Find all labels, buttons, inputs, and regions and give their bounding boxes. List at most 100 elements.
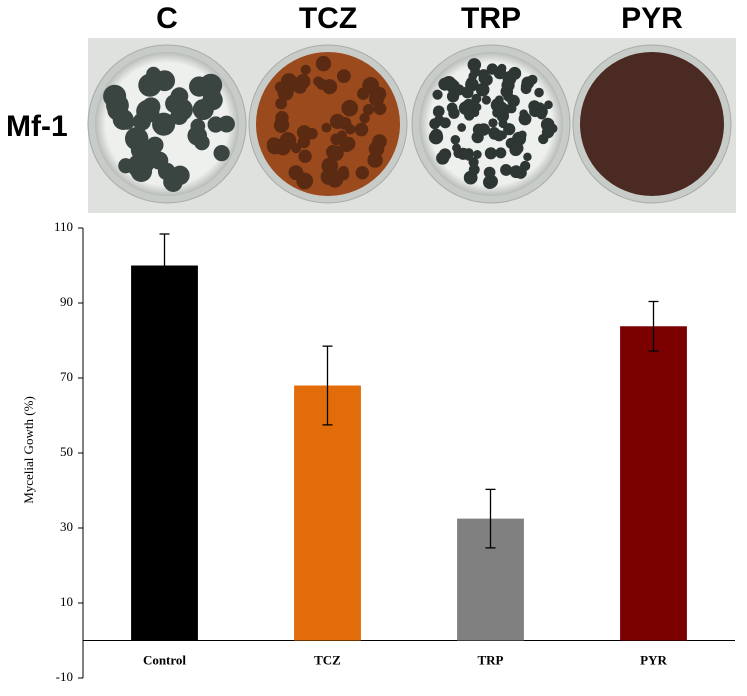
- row-label: Mf-1: [6, 110, 68, 143]
- colony: [461, 86, 474, 99]
- colony: [518, 112, 532, 126]
- colony: [495, 147, 507, 159]
- plates: [87, 44, 732, 204]
- colony: [368, 91, 385, 107]
- x-tick-label: PYR: [640, 652, 667, 667]
- colony: [266, 137, 281, 152]
- colony: [203, 85, 221, 103]
- colony: [475, 82, 490, 97]
- colony: [288, 165, 304, 181]
- colony: [432, 107, 443, 117]
- colony: [481, 95, 491, 105]
- colony: [462, 98, 475, 111]
- colony: [275, 97, 287, 110]
- colony: [484, 147, 497, 160]
- colony: [124, 126, 149, 151]
- colony: [306, 127, 318, 140]
- colony: [136, 99, 160, 123]
- colony: [273, 118, 289, 133]
- colony: [457, 147, 470, 160]
- colony: [359, 113, 370, 124]
- colony: [300, 64, 311, 75]
- colony: [367, 152, 383, 168]
- colony: [463, 108, 474, 119]
- colony: [192, 98, 214, 121]
- error-bar: [322, 345, 333, 426]
- colony: [520, 81, 530, 91]
- colony: [441, 75, 456, 91]
- colony: [544, 100, 553, 110]
- plate-label: C: [156, 2, 178, 35]
- colony: [321, 122, 332, 133]
- y-tick-label: 30: [60, 519, 73, 534]
- colony: [503, 91, 514, 102]
- colony: [520, 160, 531, 172]
- colony: [336, 69, 351, 84]
- colony: [432, 89, 443, 100]
- y-tick-label: 10: [60, 594, 73, 609]
- colony: [328, 145, 344, 161]
- colony: [170, 98, 193, 121]
- colony: [446, 102, 458, 114]
- error-bar: [485, 488, 496, 549]
- y-tick-label: 90: [60, 294, 73, 309]
- colony: [466, 76, 476, 87]
- error-bar: [159, 233, 170, 298]
- colony: [207, 116, 224, 133]
- colony: [534, 87, 544, 98]
- colony: [541, 125, 555, 139]
- colony: [279, 132, 297, 149]
- x-tick-label: Control: [143, 652, 186, 667]
- colony: [528, 100, 541, 113]
- colony: [190, 118, 206, 134]
- colony: [536, 109, 547, 120]
- x-tick-label: TRP: [478, 652, 504, 667]
- colony: [498, 119, 508, 129]
- colony: [504, 70, 517, 83]
- colony: [354, 122, 369, 137]
- colony: [497, 101, 508, 112]
- colony: [493, 130, 505, 142]
- colony: [497, 63, 507, 73]
- colony: [450, 134, 461, 145]
- colony: [368, 141, 385, 157]
- plate-label: TCZ: [299, 2, 357, 35]
- colony: [436, 151, 450, 165]
- y-tick-label: 70: [60, 369, 73, 384]
- colony: [341, 136, 356, 151]
- colony: [163, 173, 180, 191]
- colony: [315, 55, 332, 72]
- colony: [428, 130, 444, 145]
- bar: [131, 265, 198, 641]
- colony: [341, 99, 359, 117]
- y-axis-label: Mycelial Gowth (%): [21, 396, 36, 504]
- colony: [286, 77, 301, 92]
- agar: [580, 52, 724, 196]
- colony: [152, 112, 176, 136]
- colony: [118, 158, 134, 174]
- colony: [471, 93, 482, 104]
- colony: [506, 103, 517, 114]
- colony: [472, 123, 485, 136]
- colony: [468, 164, 480, 176]
- colony: [472, 150, 482, 159]
- colony: [483, 166, 496, 179]
- colony: [467, 58, 482, 72]
- colony: [194, 134, 210, 151]
- colony: [486, 63, 499, 75]
- colony: [274, 81, 286, 93]
- colony: [523, 152, 532, 162]
- colony: [362, 77, 379, 95]
- colony: [321, 157, 339, 175]
- bar: [620, 326, 687, 641]
- colony: [363, 104, 375, 116]
- colony: [355, 166, 370, 180]
- colony: [338, 116, 352, 130]
- error-bar: [648, 300, 659, 352]
- x-tick-label: TCZ: [314, 652, 341, 667]
- colony: [472, 102, 482, 112]
- colony: [505, 137, 517, 149]
- colony: [213, 144, 230, 162]
- colony: [488, 118, 498, 128]
